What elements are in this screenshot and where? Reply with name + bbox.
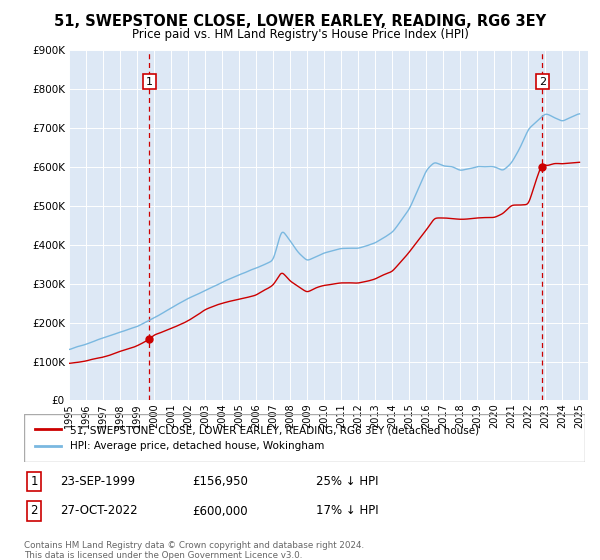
Text: 23-SEP-1999: 23-SEP-1999 [61, 475, 136, 488]
Text: 2: 2 [539, 77, 546, 86]
Text: 25% ↓ HPI: 25% ↓ HPI [316, 475, 378, 488]
Text: 27-OCT-2022: 27-OCT-2022 [61, 505, 138, 517]
Text: £156,950: £156,950 [192, 475, 248, 488]
Text: £600,000: £600,000 [192, 505, 248, 517]
Text: 1: 1 [146, 77, 153, 86]
Text: 17% ↓ HPI: 17% ↓ HPI [316, 505, 379, 517]
Text: 2: 2 [31, 505, 38, 517]
Text: 51, SWEPSTONE CLOSE, LOWER EARLEY, READING, RG6 3EY: 51, SWEPSTONE CLOSE, LOWER EARLEY, READI… [54, 14, 546, 29]
Text: Price paid vs. HM Land Registry's House Price Index (HPI): Price paid vs. HM Land Registry's House … [131, 28, 469, 41]
Text: 1: 1 [31, 475, 38, 488]
Text: Contains HM Land Registry data © Crown copyright and database right 2024.
This d: Contains HM Land Registry data © Crown c… [24, 541, 364, 560]
Legend: 51, SWEPSTONE CLOSE, LOWER EARLEY, READING, RG6 3EY (detached house), HPI: Avera: 51, SWEPSTONE CLOSE, LOWER EARLEY, READI… [32, 422, 482, 455]
